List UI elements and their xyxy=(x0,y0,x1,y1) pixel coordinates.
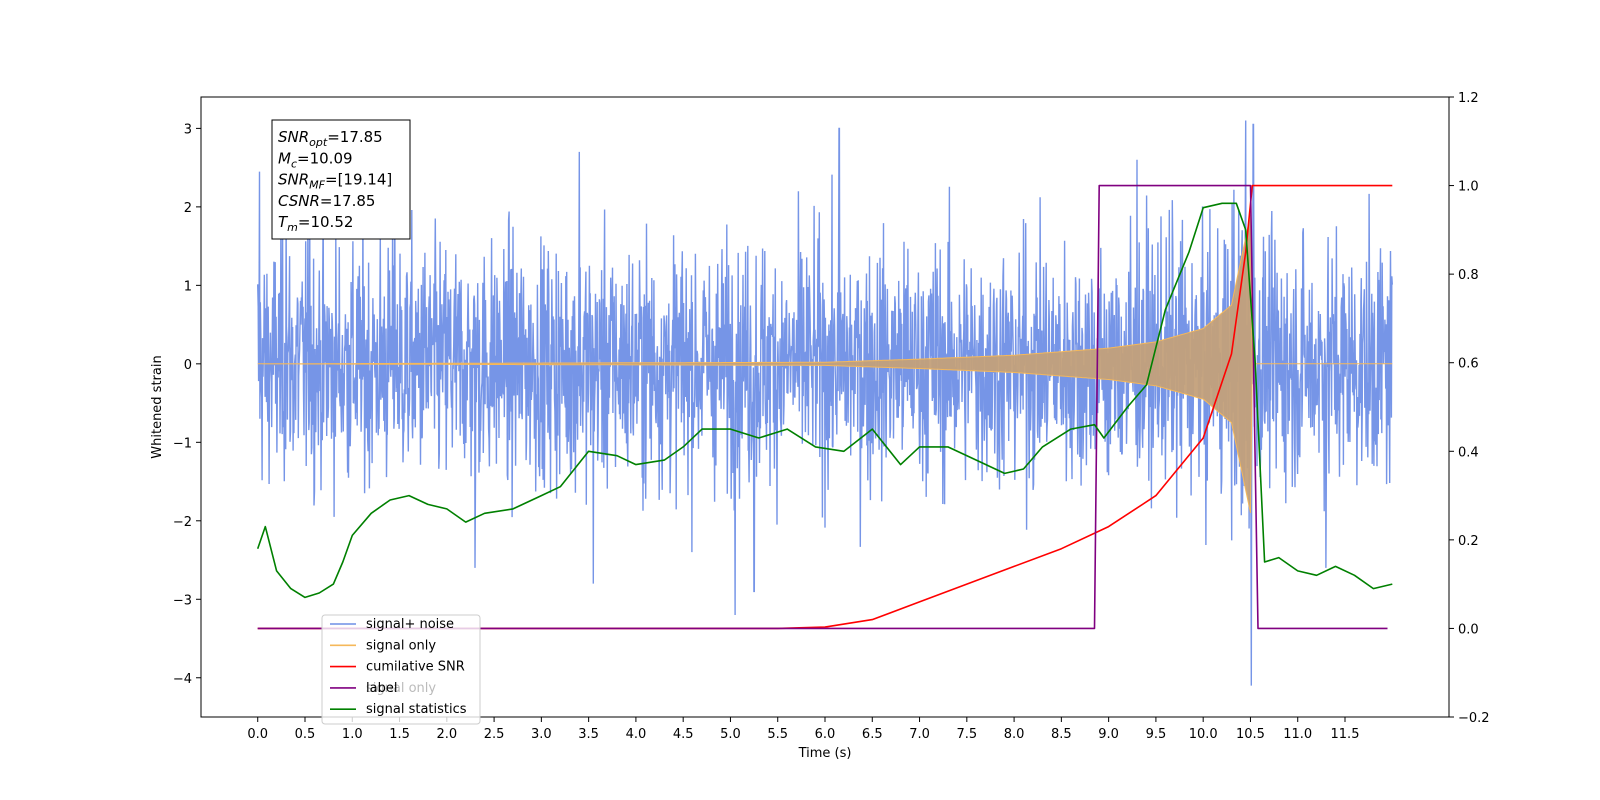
legend-label: signal+ noise xyxy=(366,617,454,632)
x-tick-label: 6.0 xyxy=(815,727,836,742)
x-tick-label: 4.5 xyxy=(673,727,694,742)
right-y-tick-label: 0.6 xyxy=(1458,357,1479,372)
right-y-tick-label: 0.2 xyxy=(1458,534,1479,549)
left-y-tick-label: 3 xyxy=(184,122,192,137)
info-box-lines: SNRopt=17.85Mc=10.09SNRMF=[19.14]CSNR=17… xyxy=(278,128,392,234)
legend-label: cumilative SNR xyxy=(366,660,465,675)
info-line: Tm=10.52 xyxy=(278,213,353,234)
info-value: =[19.14] xyxy=(325,171,392,189)
x-tick-label: 2.5 xyxy=(484,727,505,742)
right-y-tick-label: 0.0 xyxy=(1458,622,1479,637)
info-subscript: opt xyxy=(309,136,328,149)
left-y-tick-label: 0 xyxy=(184,358,192,373)
info-line: Mc=10.09 xyxy=(278,149,353,170)
info-value: =17.85 xyxy=(327,128,383,146)
info-line: CSNR=17.85 xyxy=(278,192,375,210)
left-y-tick-label: −4 xyxy=(173,672,192,687)
right-y-axis-ticks: 1.2 1.0 0.8 0.6 0.4 0.2 0.0 −0.2 xyxy=(1449,91,1490,726)
legend-label: signal statistics xyxy=(366,702,467,717)
x-tick-label: 0.5 xyxy=(295,727,316,742)
info-quantity: T xyxy=(278,213,289,231)
left-y-tick-label: −1 xyxy=(173,436,192,451)
info-value: =17.85 xyxy=(320,192,376,210)
legend-label: label xyxy=(366,681,397,696)
x-tick-label: 11.0 xyxy=(1283,727,1312,742)
x-tick-label: 11.5 xyxy=(1331,727,1360,742)
x-tick-label: 2.0 xyxy=(436,727,457,742)
info-quantity: CSNR xyxy=(278,192,320,210)
left-y-tick-label: 2 xyxy=(184,201,192,216)
left-y-tick-label: 1 xyxy=(184,279,192,294)
info-line: SNRopt=17.85 xyxy=(278,128,383,149)
right-y-tick-label: 0.4 xyxy=(1458,445,1479,460)
x-tick-label: 5.0 xyxy=(720,727,741,742)
left-y-axis-ticks: 3 2 1 0 −1 −2 −3 −4 xyxy=(173,122,201,687)
x-tick-label: 1.0 xyxy=(342,727,363,742)
x-axis-label: Time (s) xyxy=(798,746,852,761)
series-signal-only xyxy=(257,214,1393,514)
x-axis-ticks: 0.0 0.5 1.0 1.5 2.0 2.5 3.0 3.5 4.0 4.5 5.0 5.5 6.0 6… xyxy=(247,717,1359,742)
x-tick-label: 5.5 xyxy=(767,727,788,742)
info-quantity: SNR xyxy=(278,128,309,146)
legend-entries: signal only signal+ noise signal only cumil… xyxy=(330,617,467,717)
legend: signal only signal+ noise signal only cumil… xyxy=(321,614,481,725)
info-subscript: MF xyxy=(309,179,325,192)
x-tick-label: 4.0 xyxy=(626,727,647,742)
right-y-tick-label: 1.0 xyxy=(1458,180,1479,195)
info-subscript: m xyxy=(287,221,298,234)
legend-ghost-text: signal only xyxy=(366,681,436,696)
x-tick-label: 9.0 xyxy=(1098,727,1119,742)
info-box-frame xyxy=(271,119,411,240)
right-y-tick-label: −0.2 xyxy=(1458,711,1490,726)
x-tick-label: 7.0 xyxy=(909,727,930,742)
info-subscript: c xyxy=(291,157,297,170)
x-tick-label: 1.5 xyxy=(389,727,410,742)
x-tick-label: 0.0 xyxy=(247,727,268,742)
info-quantity: M xyxy=(278,149,291,167)
info-quantity: SNR xyxy=(278,171,309,189)
left-y-tick-label: −2 xyxy=(173,515,192,530)
x-tick-label: 3.5 xyxy=(578,727,599,742)
x-tick-label: 10.0 xyxy=(1189,727,1218,742)
y-axis-label: Whitened strain xyxy=(150,355,165,458)
series-signal-statistics xyxy=(256,202,1393,599)
legend-frame xyxy=(321,614,481,725)
x-tick-label: 7.5 xyxy=(956,727,977,742)
right-y-tick-label: 1.2 xyxy=(1458,91,1479,106)
legend-label: signal only xyxy=(366,638,436,653)
info-box: SNRopt=17.85Mc=10.09SNRMF=[19.14]CSNR=17… xyxy=(271,119,411,240)
x-tick-label: 6.5 xyxy=(862,727,883,742)
left-y-tick-label: −3 xyxy=(173,593,192,608)
series-layer xyxy=(256,120,1393,686)
info-value: =10.52 xyxy=(298,213,354,231)
info-line: SNRMF=[19.14] xyxy=(278,171,392,192)
x-tick-label: 3.0 xyxy=(531,727,552,742)
right-y-tick-label: 0.8 xyxy=(1458,268,1479,283)
x-tick-label: 8.5 xyxy=(1051,727,1072,742)
x-tick-label: 10.5 xyxy=(1236,727,1265,742)
x-tick-label: 8.0 xyxy=(1004,727,1025,742)
x-tick-label: 9.5 xyxy=(1146,727,1167,742)
series-cumulative-snr xyxy=(257,184,1393,630)
info-value: =10.09 xyxy=(297,149,353,167)
series-label xyxy=(257,184,1388,630)
